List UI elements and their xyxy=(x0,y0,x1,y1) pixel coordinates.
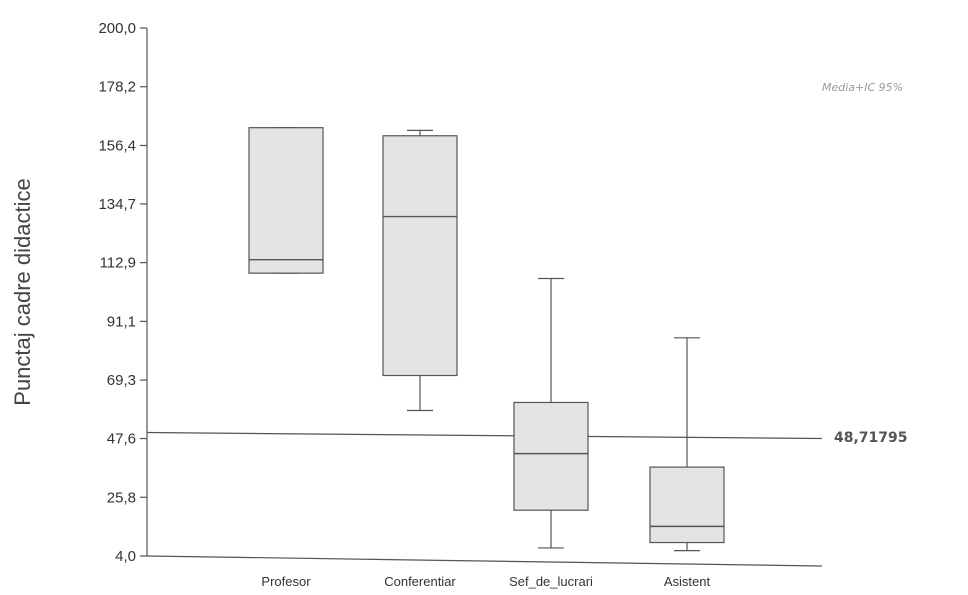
y-tick-label: 4,0 xyxy=(115,548,136,565)
x-axis-line xyxy=(146,555,823,567)
y-tick-label: 91,1 xyxy=(107,313,136,330)
annotation-media-ic: Media+IC 95% xyxy=(822,81,903,94)
box-3 xyxy=(649,337,725,552)
y-tick-label: 178,2 xyxy=(98,79,136,96)
y-tick-label: 200,0 xyxy=(98,20,136,37)
box-iqr xyxy=(248,127,324,274)
x-category-label: Profesor xyxy=(261,574,311,589)
box-0 xyxy=(248,127,324,274)
y-tick-label: 25,8 xyxy=(107,489,136,506)
box-iqr xyxy=(513,401,589,511)
boxes xyxy=(248,127,725,552)
y-tick-label: 47,6 xyxy=(107,431,136,448)
reference-line-group xyxy=(146,431,823,440)
y-tick-label: 112,9 xyxy=(100,255,136,272)
box-iqr xyxy=(649,466,725,544)
x-category-label: Conferentiar xyxy=(384,574,456,589)
box-2 xyxy=(513,277,589,549)
y-tick-label: 134,7 xyxy=(98,196,136,213)
x-category-label: Asistent xyxy=(664,574,711,589)
reference-line xyxy=(146,431,823,440)
y-ticks: 200,0 178,2 156,4 134,7 112,9 91,1 69,3 47,6 25,… xyxy=(98,20,147,565)
reference-line-label: 48,71795 xyxy=(834,430,908,446)
axes xyxy=(146,28,823,567)
box-iqr xyxy=(382,135,458,377)
category-labels: Profesor Conferentiar Sef_de_lucrari Asiste… xyxy=(261,574,710,589)
y-tick-label: 69,3 xyxy=(107,372,136,389)
box-1 xyxy=(382,129,458,412)
x-category-label: Sef_de_lucrari xyxy=(509,574,593,589)
y-tick-label: 156,4 xyxy=(98,137,136,154)
y-axis-title: Punctaj cadre didactice xyxy=(10,178,35,405)
